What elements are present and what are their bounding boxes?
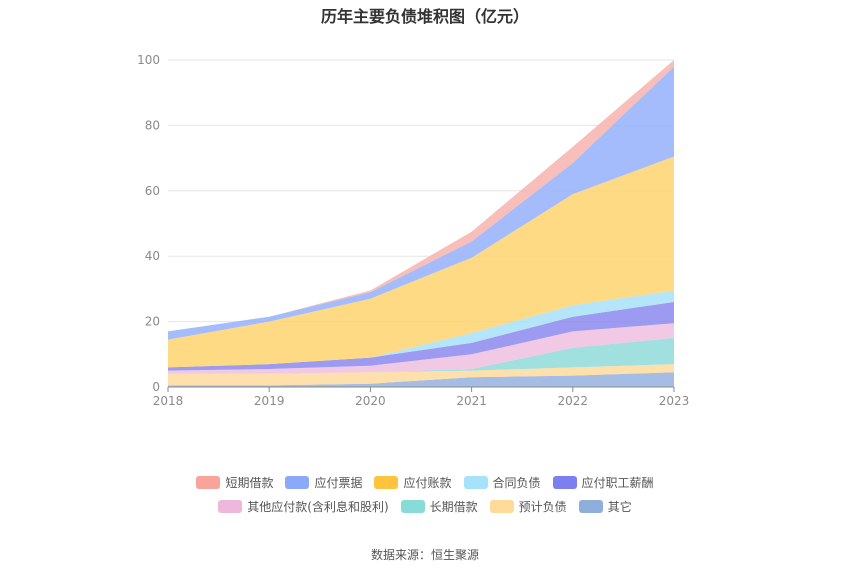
legend-swatch <box>489 500 514 513</box>
x-tick-label: 2018 <box>153 394 184 408</box>
legend-row-1: 短期借款 应付票据 应付账款 合同负债 应付职工薪酬 <box>0 474 850 491</box>
y-tick-label: 60 <box>145 184 160 198</box>
legend-swatch <box>196 476 221 489</box>
y-tick-label: 0 <box>152 380 160 394</box>
legend-item[interactable]: 长期借款 <box>400 498 478 515</box>
legend-item[interactable]: 预计负债 <box>489 498 567 515</box>
area-series-0 <box>168 372 674 387</box>
legend-label: 应付职工薪酬 <box>581 476 654 490</box>
x-tick-label: 2020 <box>355 394 386 408</box>
legend-label: 短期借款 <box>225 476 274 490</box>
x-tick-label: 2019 <box>254 394 285 408</box>
axes: 0 20 40 60 80 100 2018 2019 2020 2021 2022 2023 <box>137 53 689 408</box>
area-series-4 <box>168 302 674 371</box>
legend-swatch <box>285 476 310 489</box>
area-series-3 <box>168 323 674 374</box>
area-series-5 <box>168 290 674 368</box>
legend-item[interactable]: 应付账款 <box>374 474 452 491</box>
area-series-1 <box>168 364 674 386</box>
area-series <box>168 60 674 387</box>
legend-item[interactable]: 其它 <box>578 498 632 515</box>
legend-swatch <box>400 500 425 513</box>
legend-swatch <box>463 476 488 489</box>
legend-swatch <box>218 500 243 513</box>
legend-item[interactable]: 应付票据 <box>285 474 362 491</box>
legend-item[interactable]: 其他应付款(含利息和股利) <box>218 498 389 515</box>
x-tick-label: 2021 <box>456 394 487 408</box>
y-tick-label: 100 <box>137 53 160 67</box>
legend-item[interactable]: 短期借款 <box>196 474 273 491</box>
chart-title: 历年主要负债堆积图（亿元） <box>320 7 529 26</box>
y-tick-label: 20 <box>145 315 160 329</box>
legend-swatch <box>374 476 399 489</box>
area-series-2 <box>168 337 674 374</box>
legend-label: 合同负债 <box>492 476 541 490</box>
y-tick-label: 80 <box>145 118 160 132</box>
legend-label: 应付票据 <box>314 476 363 490</box>
legend-label: 应付账款 <box>403 476 452 490</box>
x-tick-label: 2023 <box>659 394 690 408</box>
legend-row-2: 其他应付款(含利息和股利) 长期借款 预计负债 其它 <box>0 498 850 515</box>
x-tick-label: 2022 <box>558 394 589 408</box>
legend-label: 预计负债 <box>518 500 567 514</box>
y-tick-label: 40 <box>145 249 160 263</box>
source-note: 数据来源：恒生聚源 <box>370 548 479 562</box>
legend-item[interactable]: 合同负债 <box>463 474 541 491</box>
legend-label: 其它 <box>607 500 632 514</box>
legend-swatch <box>552 476 577 489</box>
legend-item[interactable]: 应付职工薪酬 <box>552 474 654 491</box>
legend-swatch <box>578 500 603 513</box>
area-series-6 <box>168 156 674 368</box>
legend-label: 长期借款 <box>429 500 478 514</box>
legend-label: 其他应付款(含利息和股利) <box>247 500 389 514</box>
